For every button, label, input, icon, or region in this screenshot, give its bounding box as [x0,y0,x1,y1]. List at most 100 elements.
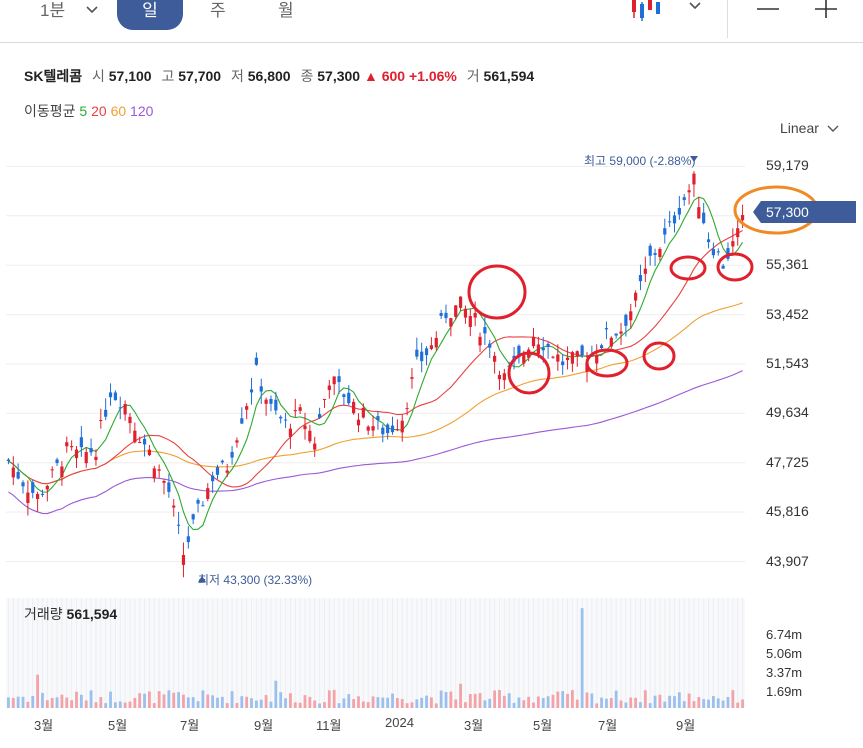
price-axis-label: 43,907 [766,552,809,569]
volume-bar [566,693,569,708]
time-axis-label: 3월 [464,718,484,733]
volume-bar [128,701,132,708]
volume-bar [702,699,706,708]
annotation-circle [716,252,754,282]
candle-body [682,197,686,201]
volume-bar [357,696,360,708]
candle-body [677,208,681,215]
volume-bar [361,701,365,708]
candle-body [405,408,409,410]
candle-body [26,492,30,504]
volume-bar [16,696,20,708]
candle-body [366,426,370,431]
volume-bar [162,694,166,708]
plus-icon[interactable] [815,0,837,18]
volume-bar [245,696,249,708]
candle-body [386,424,390,434]
change-value: ▲ 600 +1.06% [363,68,457,84]
volume-bar [332,689,336,708]
candlestick-icon[interactable] [630,0,662,22]
candle-body [118,407,122,409]
candle-body [381,427,385,435]
tab-month[interactable]: 월 [278,1,294,20]
candle-body [716,251,720,253]
time-axis-label: 7월 [180,718,200,733]
candle-body [473,312,477,318]
volume-bar [668,695,672,708]
volume-bar [624,702,628,708]
high-label: 고 [161,68,175,84]
time-axis-label: 11월 [316,718,342,733]
volume-bar [400,699,404,708]
volume-bar [687,693,691,708]
candle-body [711,248,715,256]
volume-bar [517,697,521,708]
time-axis-label: 9월 [676,718,696,733]
candle-body [240,418,244,424]
ma-20-line [8,229,743,488]
candle-body [274,399,278,411]
volume-bar [551,694,555,708]
volume-bar [444,692,448,708]
candle-body [74,449,79,459]
candle-body [70,446,74,448]
candle-body [541,347,545,351]
volume-bar [595,703,599,708]
candle-body [629,311,633,321]
tab-day[interactable]: 일 [117,0,183,30]
minus-icon[interactable] [757,2,779,16]
candle-body [89,448,93,453]
volume-axis-label: 5.06m [766,646,803,661]
candle-body [497,374,502,380]
volume-bar [143,693,146,708]
candle-body [31,482,35,493]
volume-bar [658,694,662,708]
chart-type-chevron-icon[interactable] [689,1,701,11]
candle-body [609,337,613,347]
candle-body [634,292,638,301]
volume-bar [21,696,25,708]
candle-body [55,459,59,464]
annotation-circle [642,341,676,371]
time-axis-label: 2024 [385,715,414,730]
volume-bar [707,699,710,708]
candle-body [108,392,113,398]
volume-bar [84,700,88,708]
candle-body [40,493,45,495]
moving-average-legend[interactable]: 이동평균 5 20 60 120 [24,101,153,121]
volume-bar [347,694,351,708]
volume-bar [274,680,278,708]
open-label: 시 [91,68,105,84]
candle-body [172,505,176,508]
volume-bar [673,696,676,708]
candle-body [317,414,322,418]
volume-bar [653,695,657,708]
candle-body [502,373,506,381]
volume-bar [536,696,540,708]
volume-bar [391,693,394,708]
high-value: 57,700 [178,68,222,84]
candle-body [283,419,288,421]
volume-bar [600,697,603,708]
interval-select[interactable]: 1분 [40,1,66,20]
candle-body [424,348,429,356]
scale-select[interactable]: Linear [780,120,839,136]
candle-body [211,475,215,482]
volume-bar [138,693,142,708]
candle-body [152,468,156,479]
candle-body [376,416,380,421]
candle-body [79,437,83,448]
chevron-down-icon[interactable] [86,5,98,15]
candle-body [653,253,657,255]
volume-bar [726,696,730,708]
candle-body [322,398,327,400]
tab-week[interactable]: 주 [210,1,226,20]
candle-body [245,406,249,410]
candle-body [619,331,623,334]
candle-body [444,312,448,319]
candle-body [570,352,575,364]
volume-bar [26,701,30,708]
volume-bar [682,701,686,708]
candle-body [614,333,618,336]
